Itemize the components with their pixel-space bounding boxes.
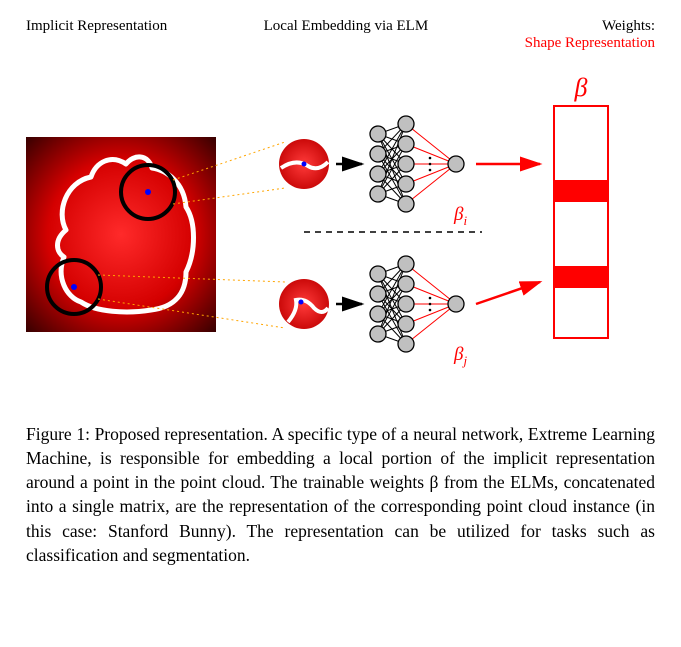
diagram-svg: βi βj β [26, 62, 646, 394]
local-patch-lower [279, 279, 329, 329]
header-weights: Weights: Shape Representation [525, 18, 655, 52]
elm-net-upper [370, 116, 464, 212]
figure-caption-text: Proposed representation. A specific type… [26, 424, 655, 565]
beta-i-label: βi [453, 204, 467, 228]
figure-caption: Figure 1: Proposed representation. A spe… [26, 422, 655, 567]
beta-matrix [554, 106, 608, 338]
column-headers: Implicit Representation Local Embedding … [26, 18, 655, 52]
figure-caption-label: Figure 1: [26, 424, 90, 444]
local-patch-upper [279, 139, 329, 189]
sample-point-upper [145, 189, 151, 195]
header-implicit: Implicit Representation [26, 18, 167, 52]
header-weights-line2: Shape Representation [525, 35, 655, 52]
header-elm: Local Embedding via ELM [264, 18, 429, 52]
beta-main-label: β [574, 73, 588, 102]
figure-diagram: βi βj β [26, 62, 646, 394]
arrow-net-matrix-lower [476, 282, 540, 304]
implicit-image [26, 137, 216, 332]
beta-j-label: βj [453, 344, 467, 368]
sample-point-lower [71, 284, 77, 290]
header-weights-line1: Weights: [525, 18, 655, 35]
elm-net-lower [370, 256, 464, 352]
